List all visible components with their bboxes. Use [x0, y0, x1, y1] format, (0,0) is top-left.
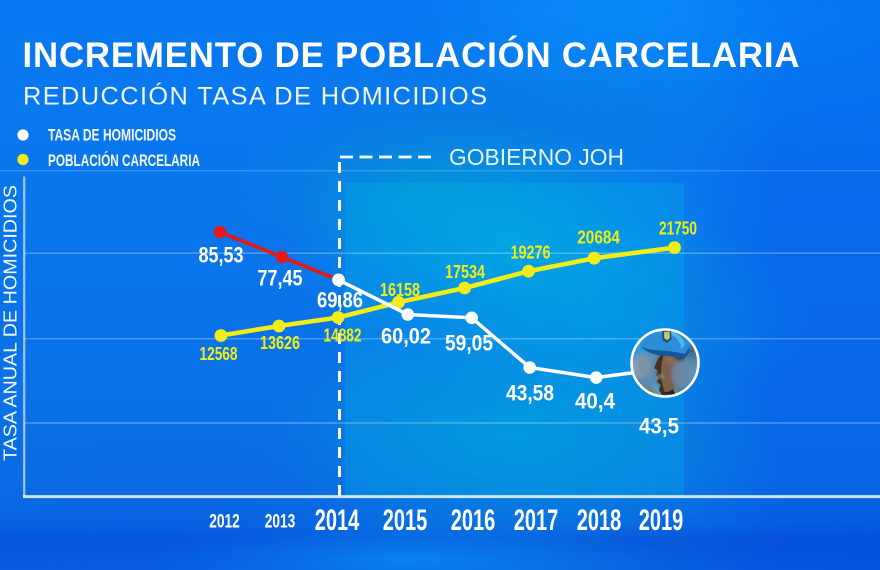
- svg-text:19276: 19276: [511, 242, 551, 263]
- svg-text:77,45: 77,45: [258, 266, 303, 291]
- svg-text:43,5: 43,5: [639, 413, 679, 438]
- svg-text:2019: 2019: [639, 504, 684, 537]
- svg-text:43,58: 43,58: [506, 380, 554, 405]
- svg-text:20684: 20684: [577, 227, 620, 248]
- svg-text:21750: 21750: [659, 218, 697, 239]
- svg-text:13626: 13626: [260, 332, 300, 353]
- svg-text:85,53: 85,53: [199, 243, 244, 268]
- svg-text:2017: 2017: [514, 504, 559, 537]
- svg-text:2016: 2016: [451, 504, 496, 537]
- svg-text:59,05: 59,05: [445, 331, 493, 356]
- svg-text:69,86: 69,86: [317, 288, 363, 313]
- svg-text:2012: 2012: [209, 512, 240, 533]
- svg-text:2014: 2014: [315, 504, 360, 537]
- svg-text:2018: 2018: [577, 504, 622, 537]
- svg-text:INCREMENTO DE POBLACIÓN CARCEL: INCREMENTO DE POBLACIÓN CARCELARIA: [23, 35, 800, 75]
- svg-text:TASA ANUAL DE HOMICIDIOS: TASA ANUAL DE HOMICIDIOS: [0, 185, 21, 461]
- svg-text:TASA DE HOMICIDIOS: TASA DE HOMICIDIOS: [48, 126, 176, 145]
- svg-text:12568: 12568: [200, 343, 238, 364]
- svg-text:POBLACIÓN CARCELARIA: POBLACIÓN CARCELARIA: [48, 151, 200, 170]
- svg-text:60,02: 60,02: [381, 323, 431, 348]
- svg-text:2015: 2015: [383, 504, 428, 537]
- svg-text:GOBIERNO JOH: GOBIERNO JOH: [449, 144, 624, 170]
- svg-text:14882: 14882: [324, 325, 362, 346]
- svg-text:REDUCCIÓN TASA DE HOMICIDIOS: REDUCCIÓN TASA DE HOMICIDIOS: [23, 81, 487, 110]
- svg-text:16158: 16158: [380, 279, 420, 300]
- svg-text:2013: 2013: [265, 512, 296, 533]
- svg-text:17534: 17534: [445, 261, 485, 282]
- svg-text:40,4: 40,4: [575, 388, 615, 413]
